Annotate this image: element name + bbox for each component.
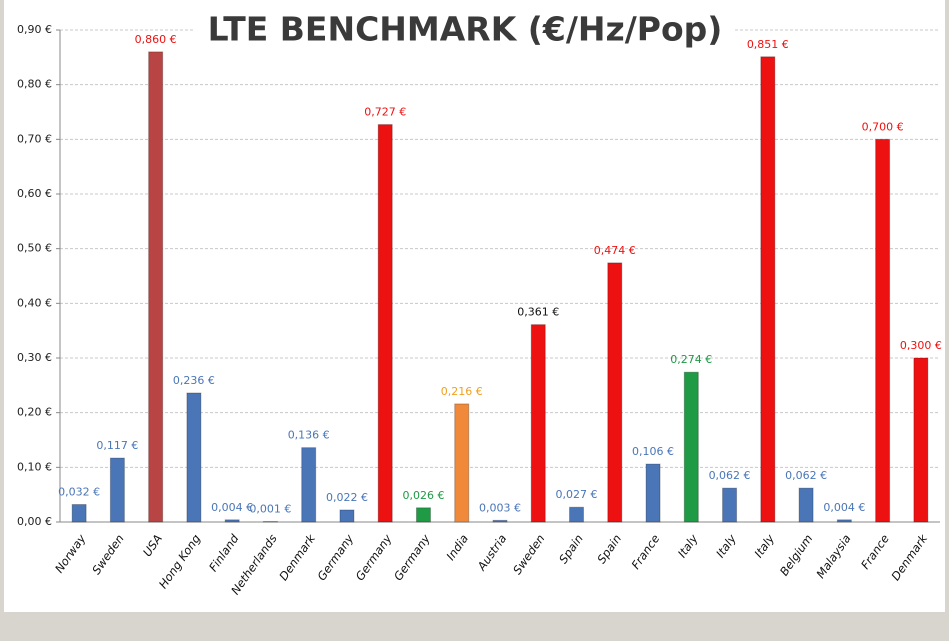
bar	[530, 324, 546, 523]
bar	[454, 403, 470, 523]
title-background	[195, 8, 735, 52]
value-label: 0,274 €	[670, 353, 712, 366]
bar	[339, 509, 355, 523]
value-label: 0,027 €	[556, 488, 598, 501]
bar	[262, 520, 278, 523]
value-label: 0,026 €	[402, 489, 444, 502]
value-label: 0,032 €	[58, 486, 100, 499]
value-label: 0,022 €	[326, 491, 368, 504]
bar	[415, 507, 431, 523]
value-label: 0,474 €	[594, 244, 636, 257]
y-tick-label: 0,10 €	[17, 460, 52, 473]
value-label: 0,004 €	[823, 501, 865, 514]
bar	[875, 138, 891, 523]
y-tick-label: 0,80 €	[17, 78, 52, 91]
bar	[377, 124, 393, 523]
value-label: 0,860 €	[135, 33, 177, 46]
bar	[569, 506, 585, 523]
y-tick-label: 0,20 €	[17, 406, 52, 419]
y-tick-label: 0,30 €	[17, 351, 52, 364]
y-tick-label: 0,40 €	[17, 296, 52, 309]
value-label: 0,136 €	[288, 429, 330, 442]
value-label: 0,117 €	[96, 439, 138, 452]
bar	[722, 487, 738, 523]
y-tick-label: 0,60 €	[17, 187, 52, 200]
value-label: 0,727 €	[364, 106, 406, 119]
bar	[760, 56, 776, 523]
bar	[224, 519, 240, 523]
value-label: 0,001 €	[249, 502, 291, 515]
bar	[645, 463, 661, 523]
bar	[913, 357, 929, 523]
bar	[301, 447, 317, 523]
bar	[607, 262, 623, 523]
value-label: 0,216 €	[441, 385, 483, 398]
value-label: 0,361 €	[517, 306, 559, 319]
bar	[148, 51, 164, 523]
y-tick-label: 0,50 €	[17, 242, 52, 255]
bar	[683, 371, 699, 523]
bar	[836, 519, 852, 523]
y-tick-label: 0,90 €	[17, 23, 52, 36]
y-tick-label: 0,00 €	[17, 515, 52, 528]
value-label: 0,236 €	[173, 374, 215, 387]
value-label: 0,106 €	[632, 445, 674, 458]
bar	[798, 487, 814, 523]
value-label: 0,062 €	[709, 469, 751, 482]
bar	[492, 519, 508, 523]
bar	[109, 457, 125, 523]
value-label: 0,003 €	[479, 501, 521, 514]
bar	[186, 392, 202, 523]
value-label: 0,004 €	[211, 501, 253, 514]
value-label: 0,700 €	[862, 120, 904, 133]
chart-title: LTE BENCHMARK (€/Hz/Pop)	[208, 10, 723, 49]
value-label: 0,300 €	[900, 339, 942, 352]
y-tick-label: 0,70 €	[17, 132, 52, 145]
value-label: 0,062 €	[785, 469, 827, 482]
bar	[71, 504, 87, 523]
value-label: 0,851 €	[747, 38, 789, 51]
